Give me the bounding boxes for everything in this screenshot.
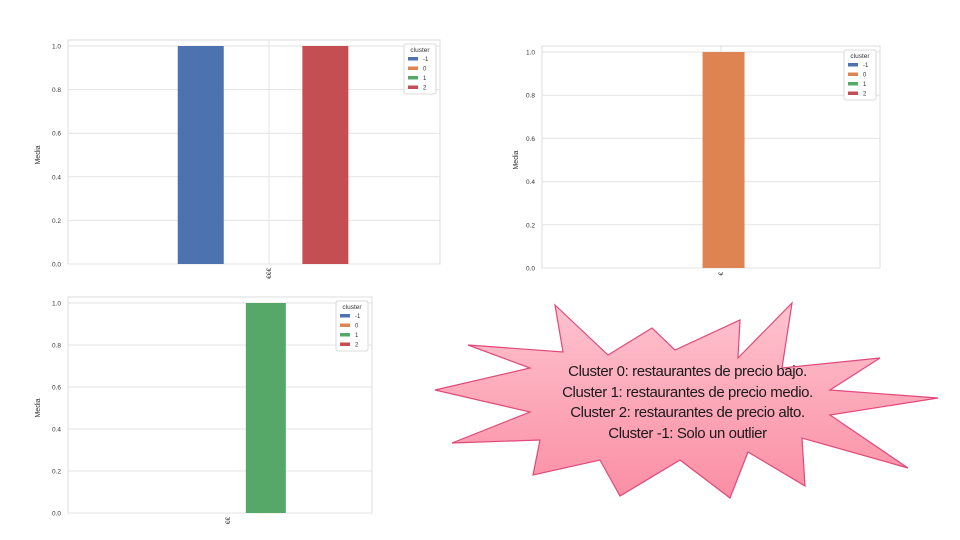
y-tick-label: 1.0: [52, 301, 61, 308]
callout-text: Cluster 0: restaurantes de precio bajo. …: [550, 362, 825, 444]
legend-swatch-2: [848, 82, 858, 86]
bar-cluster-2: [302, 46, 349, 264]
legend-box: [843, 49, 877, 101]
chart-cluster-price-medium: 0.0 0.2 0.4 0.6 0.8 1.0 Media €€ cluster -1 0 1 2: [30, 290, 380, 540]
explosion-polygon: [434, 301, 939, 499]
y-tick-label: 0.0: [52, 511, 61, 518]
legend-label-2: 1: [355, 333, 359, 339]
legend-label-1: 0: [423, 67, 427, 73]
x-tick-label: €€: [225, 517, 232, 525]
legend-label-3: 2: [863, 92, 867, 98]
legend-swatch-1: [848, 72, 858, 76]
legend-label-1: 0: [355, 324, 359, 330]
y-tick-label: 1.0: [526, 50, 535, 57]
callout-line-cluster-outlier: Cluster -1: Solo un outlier: [608, 424, 767, 442]
legend-label-3: 2: [423, 86, 427, 92]
legend-title: cluster: [410, 47, 430, 54]
legend-box: [335, 300, 369, 352]
y-tick-label: 0.8: [526, 93, 535, 100]
explosion-shape: [434, 301, 939, 499]
explosion-callout: Cluster 0: restaurantes de precio bajo. …: [430, 300, 942, 500]
y-tick-label: 0.0: [526, 266, 535, 273]
legend-label-0: -1: [863, 63, 869, 69]
y-tick-label: 1.0: [52, 44, 61, 51]
bar-cluster-1: [245, 303, 286, 513]
bar-cluster-0: [702, 52, 745, 268]
legend-swatch-1: [340, 323, 350, 327]
legend-title: cluster: [850, 53, 870, 60]
y-tick-label: 0.2: [52, 218, 61, 225]
chart-cluster-price-high: 0.0 0.2 0.4 0.6 0.8 1.0 Media €€€ cluster -1 0 1 2: [30, 36, 450, 284]
legend-swatch-2: [340, 333, 350, 337]
y-tick-label: 0.4: [52, 427, 61, 434]
y-axis-label: Media: [513, 150, 520, 169]
chart-cluster-price-low: 0.0 0.2 0.4 0.6 0.8 1.0 Media € cluster -1 0 1 2: [508, 36, 888, 282]
legend-swatch-0: [408, 57, 418, 61]
chart-svg: 0.0 0.2 0.4 0.6 0.8 1.0 Media €€ cluster -1 0 1 2: [35, 296, 373, 525]
y-tick-label: 0.4: [526, 179, 535, 186]
y-tick-label: 0.0: [52, 262, 61, 269]
callout-line-cluster-1: Cluster 1: restaurantes de precio medio.: [562, 383, 813, 401]
y-tick-label: 0.2: [526, 222, 535, 229]
legend-swatch-2: [408, 76, 418, 80]
y-tick-label: 0.4: [52, 174, 61, 181]
legend-swatch-3: [408, 85, 418, 89]
x-tick-label: €: [718, 272, 725, 276]
legend-title: cluster: [342, 304, 362, 311]
legend-label-3: 2: [355, 343, 359, 349]
legend-label-0: -1: [423, 57, 429, 63]
legend-swatch-0: [848, 63, 858, 67]
callout-line-cluster-0: Cluster 0: restaurantes de precio bajo.: [568, 363, 807, 380]
legend-swatch-0: [340, 314, 350, 318]
legend-label-2: 1: [863, 82, 867, 88]
legend-label-1: 0: [863, 73, 867, 79]
legend-swatch-3: [848, 91, 858, 95]
legend-swatch-1: [408, 66, 418, 70]
y-tick-label: 0.8: [52, 343, 61, 350]
y-tick-label: 0.8: [52, 87, 61, 94]
y-axis-label: Media: [35, 398, 42, 417]
legend-swatch-3: [340, 342, 350, 346]
bar-cluster--1: [177, 46, 224, 264]
chart-svg: 0.0 0.2 0.4 0.6 0.8 1.0 Media €€€ cluster -1 0 1 2: [35, 39, 441, 279]
y-tick-label: 0.2: [52, 469, 61, 476]
x-tick-label: €€€: [266, 268, 273, 279]
y-tick-label: 0.6: [526, 136, 535, 143]
legend-box: [403, 43, 437, 95]
plot-area: [67, 39, 441, 265]
legend-label-0: -1: [355, 314, 361, 320]
y-tick-label: 0.6: [52, 385, 61, 392]
callout-line-cluster-2: Cluster 2: restaurantes de precio alto.: [570, 404, 805, 421]
y-tick-label: 0.6: [52, 131, 61, 138]
chart-svg: 0.0 0.2 0.4 0.6 0.8 1.0 Media € cluster -1 0 1 2: [513, 45, 881, 276]
legend-label-2: 1: [423, 76, 427, 82]
y-axis-label: Media: [35, 145, 42, 164]
plot-area: [67, 296, 373, 514]
